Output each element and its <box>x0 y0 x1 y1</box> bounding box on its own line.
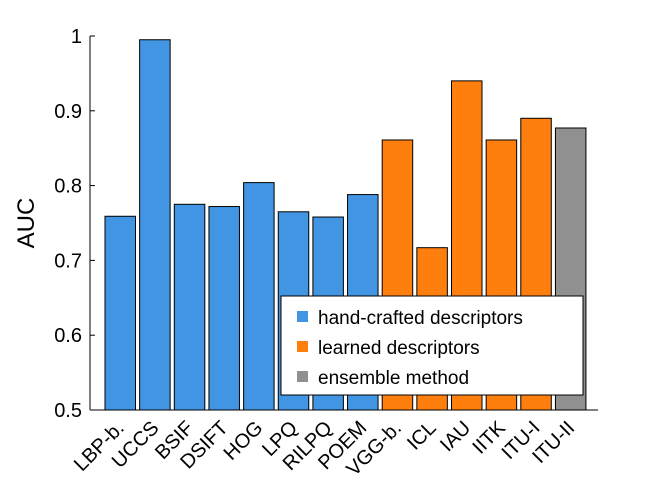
y-tick-label: 0.8 <box>54 176 82 198</box>
legend-label-hand: hand-crafted descriptors <box>318 308 523 329</box>
bar-lbp-b <box>104 215 136 411</box>
y-tick-label: 1 <box>71 26 82 48</box>
y-tick-label: 0.7 <box>54 250 82 272</box>
y-tick-label: 0.5 <box>54 400 82 422</box>
x-tick-label: HOG <box>220 417 268 465</box>
y-tick-label: 0.6 <box>54 325 82 347</box>
bar-bsif <box>173 203 206 411</box>
y-axis-title: AUC <box>13 198 40 249</box>
legend-swatch-hand <box>297 311 308 322</box>
legend-swatch-learned <box>297 341 308 352</box>
x-tick-label: ICL <box>403 417 441 455</box>
x-tick-label: IAU <box>436 417 475 456</box>
bar-dsift <box>208 206 240 411</box>
bar-uccs <box>139 39 171 411</box>
bar-hog <box>243 182 275 411</box>
legend-label-ensemble: ensemble method <box>318 368 469 389</box>
legend-label-learned: learned descriptors <box>318 338 480 359</box>
y-tick-label: 0.9 <box>54 101 82 123</box>
legend-swatch-ensemble <box>297 371 308 382</box>
legend: hand-crafted descriptors learned descript… <box>280 295 584 396</box>
legend-box <box>280 295 584 396</box>
